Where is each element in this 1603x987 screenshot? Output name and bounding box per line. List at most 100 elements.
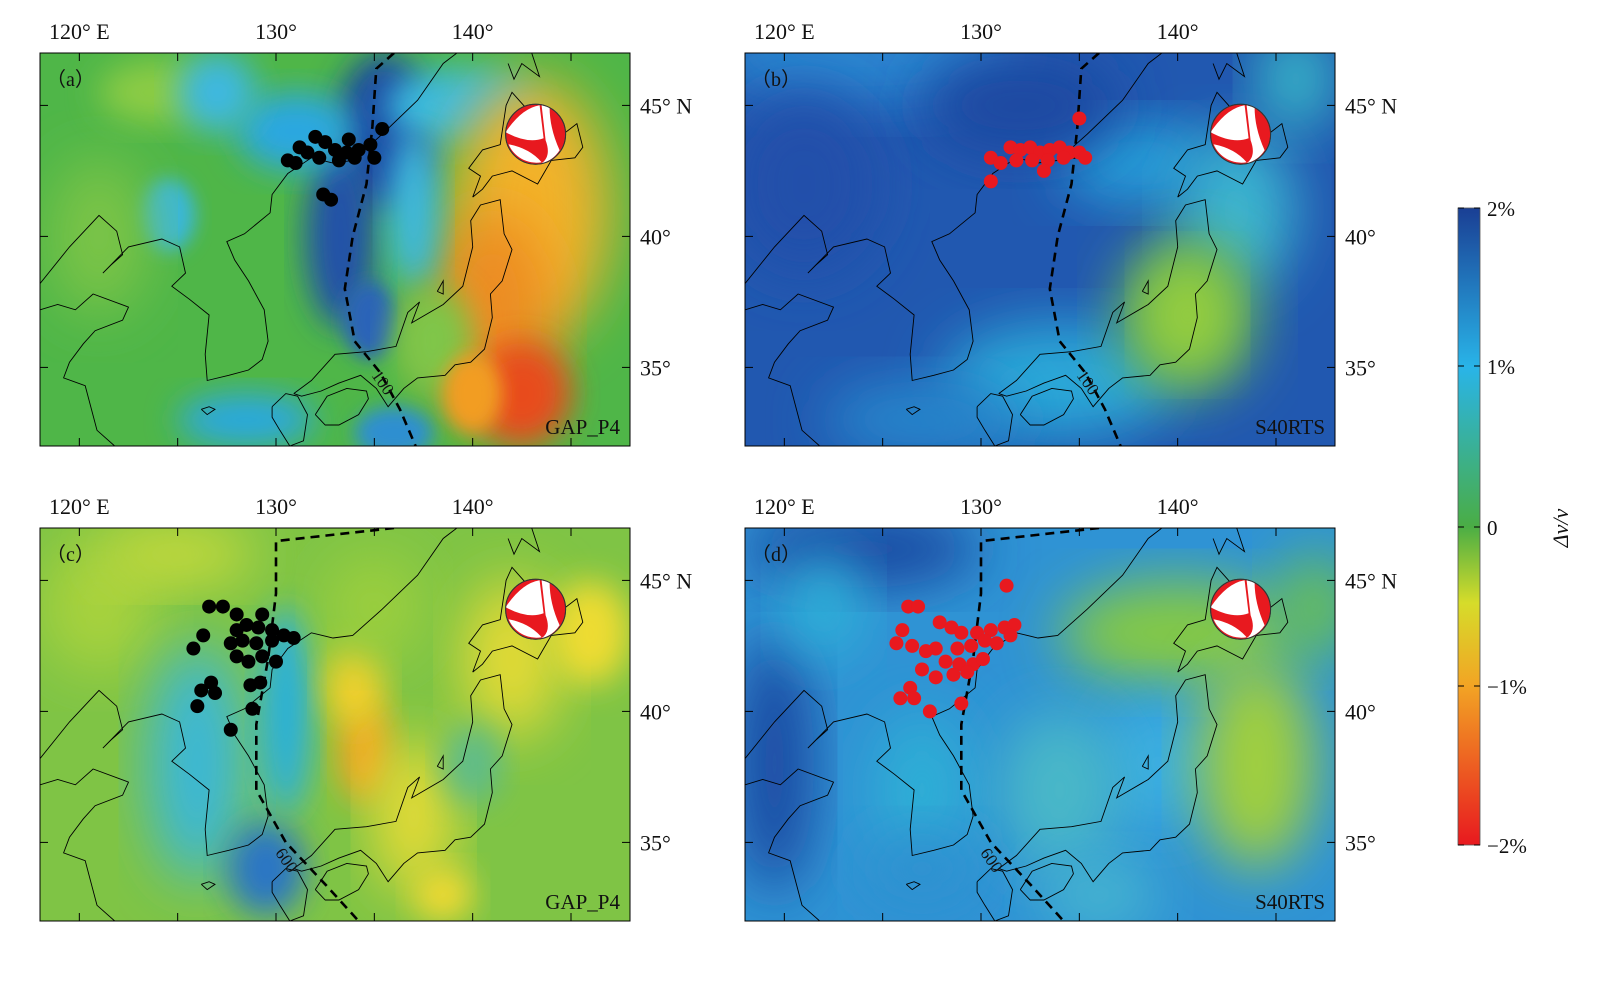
earthquake-event: [950, 641, 965, 656]
model-name: S40RTS: [1255, 415, 1325, 439]
earthquake-event: [194, 683, 209, 698]
longitude-label: 140°: [452, 19, 494, 44]
colorbar: 2% 1% 0 −1% −2% Δv/v: [1457, 197, 1573, 858]
coastlines: [745, 528, 1289, 921]
earthquake-event: [907, 691, 922, 706]
map-frame: [744, 527, 1336, 922]
earthquake-event: [341, 132, 356, 147]
coastlines: [40, 528, 584, 921]
earthquake-event: [223, 722, 238, 737]
earthquake-event: [269, 654, 283, 669]
anomaly-patch: [551, 580, 630, 686]
anomaly-patch: [745, 92, 883, 276]
anomaly-patch: [177, 393, 316, 446]
earthquake-event: [202, 599, 217, 614]
longitude-label: 120° E: [49, 494, 110, 519]
earthquake-event: [922, 704, 937, 719]
anomaly-patch: [374, 737, 453, 895]
earthquake-event: [1009, 153, 1024, 168]
earthquake-event: [280, 153, 295, 168]
earthquake-event: [375, 121, 390, 136]
slab-depth-contour: [343, 53, 417, 446]
anomaly-patch: [1040, 855, 1158, 921]
panel-label: （b）: [751, 68, 801, 91]
anomaly-patch: [1099, 698, 1217, 830]
coastline: [200, 406, 216, 416]
coastline: [998, 674, 1218, 883]
coastline: [1141, 754, 1149, 770]
velocity-anomaly-field: [40, 528, 630, 921]
velocity-anomaly-field: [745, 528, 1335, 921]
anomaly-patch: [413, 868, 473, 921]
earthquake-event: [208, 686, 223, 701]
velocity-anomaly-field: [745, 53, 1335, 446]
coastlines: [745, 53, 1289, 446]
earthquake-event: [255, 649, 270, 664]
longitude-label: 130°: [960, 19, 1002, 44]
coastline: [271, 393, 308, 446]
focal-mechanism-icon: [505, 103, 567, 165]
anomaly-patch: [354, 406, 434, 446]
earthquake-event: [331, 153, 346, 168]
anomaly-patch: [922, 53, 1119, 158]
anomaly-patch: [99, 528, 257, 586]
anomaly-patch: [863, 829, 981, 908]
earthquake-event: [893, 691, 908, 706]
anomaly-patch: [443, 354, 503, 433]
map-frame: [744, 52, 1336, 447]
earthquake-event: [235, 633, 250, 648]
colorbar-tick-label: 2%: [1487, 197, 1515, 221]
model-name: GAP_P4: [545, 415, 620, 439]
anomaly-patch: [325, 554, 424, 659]
longitude-label: 140°: [452, 494, 494, 519]
longitude-label: 120° E: [754, 19, 815, 44]
earthquake-event: [954, 696, 969, 711]
anomaly-patch: [784, 554, 863, 659]
anomaly-patch: [1276, 554, 1335, 659]
earthquake-event: [932, 615, 947, 630]
earthquake-event: [245, 701, 260, 716]
colorbar-tick-label: −2%: [1487, 834, 1527, 858]
coastline: [905, 406, 921, 416]
slab-depth-contour: [960, 528, 1100, 921]
earthquake-event: [190, 699, 205, 714]
colorbar-tick-label: −1%: [1487, 675, 1527, 699]
coastline: [436, 754, 444, 770]
earthquake-event: [215, 599, 230, 614]
focal-mechanism-icon: [1210, 578, 1272, 640]
latitude-label: 45° N: [640, 568, 692, 593]
earthquake-event: [989, 636, 1004, 651]
earthquake-event: [905, 638, 920, 653]
coastline: [1141, 279, 1149, 295]
earthquake-event: [938, 654, 953, 669]
model-name: GAP_P4: [545, 890, 620, 914]
latitude-label: 40°: [1345, 224, 1376, 249]
earthquake-event: [1036, 163, 1051, 178]
colorbar-title: Δv/v: [1548, 508, 1573, 548]
colorbar-tick-label: 1%: [1487, 355, 1515, 379]
coastline: [745, 293, 835, 446]
earthquake-event: [367, 150, 382, 165]
earthquake-event: [255, 607, 270, 622]
latitude-label: 35°: [640, 830, 671, 855]
coastline: [976, 868, 1013, 921]
coastline: [40, 293, 130, 446]
earthquake-event: [223, 636, 238, 651]
coastline: [200, 881, 216, 891]
anomaly-patch: [325, 643, 385, 728]
coastline: [1212, 53, 1246, 81]
earthquake-event: [946, 667, 961, 682]
earthquake-event: [1003, 628, 1018, 643]
slab-depth-contour: [255, 528, 395, 921]
earthquake-event: [318, 135, 333, 150]
earthquake-event: [895, 623, 910, 638]
panel-label: （d）: [751, 543, 801, 566]
earthquake-event: [363, 137, 378, 152]
longitude-label: 130°: [255, 19, 297, 44]
anomaly-patch: [1059, 123, 1217, 203]
latitude-label: 40°: [1345, 699, 1376, 724]
slab-depth-contour: [1048, 53, 1122, 446]
earthquake-event: [928, 670, 943, 685]
